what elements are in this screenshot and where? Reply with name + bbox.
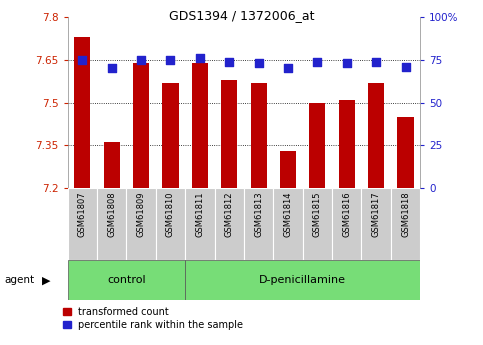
Text: GSM61810: GSM61810 [166,192,175,237]
Text: ▶: ▶ [42,275,50,285]
Text: GSM61808: GSM61808 [107,192,116,237]
Bar [156,188,185,260]
Text: GSM61818: GSM61818 [401,192,410,237]
Text: D-penicillamine: D-penicillamine [259,275,346,285]
Point [255,61,262,66]
Point [108,66,115,71]
Bar [162,83,179,188]
Point [196,56,204,61]
Bar [68,188,97,260]
Bar [221,80,237,188]
Point [226,59,233,65]
Text: GSM61812: GSM61812 [225,192,234,237]
Bar [251,83,267,188]
Text: GSM61817: GSM61817 [371,192,381,237]
Text: GSM61811: GSM61811 [195,192,204,237]
Bar [361,188,391,260]
Bar [332,188,361,260]
Bar [74,37,90,188]
Text: GSM61815: GSM61815 [313,192,322,237]
Text: GDS1394 / 1372006_at: GDS1394 / 1372006_at [169,9,314,22]
Bar [127,188,156,260]
Bar [339,100,355,188]
Bar [185,188,214,260]
Text: control: control [107,275,146,285]
Text: GSM61809: GSM61809 [137,192,145,237]
Bar [368,83,384,188]
Point [402,64,410,70]
Point [372,59,380,65]
Legend: transformed count, percentile rank within the sample: transformed count, percentile rank withi… [63,307,243,330]
Bar [133,63,149,188]
Point [284,66,292,71]
Text: GSM61813: GSM61813 [254,192,263,237]
Bar [68,260,185,300]
Bar [244,188,273,260]
Bar [185,260,420,300]
Bar [309,103,326,188]
Bar [273,188,303,260]
Bar [303,188,332,260]
Text: GSM61807: GSM61807 [78,192,87,237]
Point [137,57,145,63]
Point [78,57,86,63]
Bar [280,151,296,188]
Bar [104,142,120,188]
Bar [391,188,420,260]
Text: agent: agent [5,275,35,285]
Bar [192,63,208,188]
Point [343,61,351,66]
Bar [214,188,244,260]
Bar [97,188,127,260]
Bar [398,117,413,188]
Point [167,57,174,63]
Text: GSM61814: GSM61814 [284,192,293,237]
Point [313,59,321,65]
Text: GSM61816: GSM61816 [342,192,351,237]
